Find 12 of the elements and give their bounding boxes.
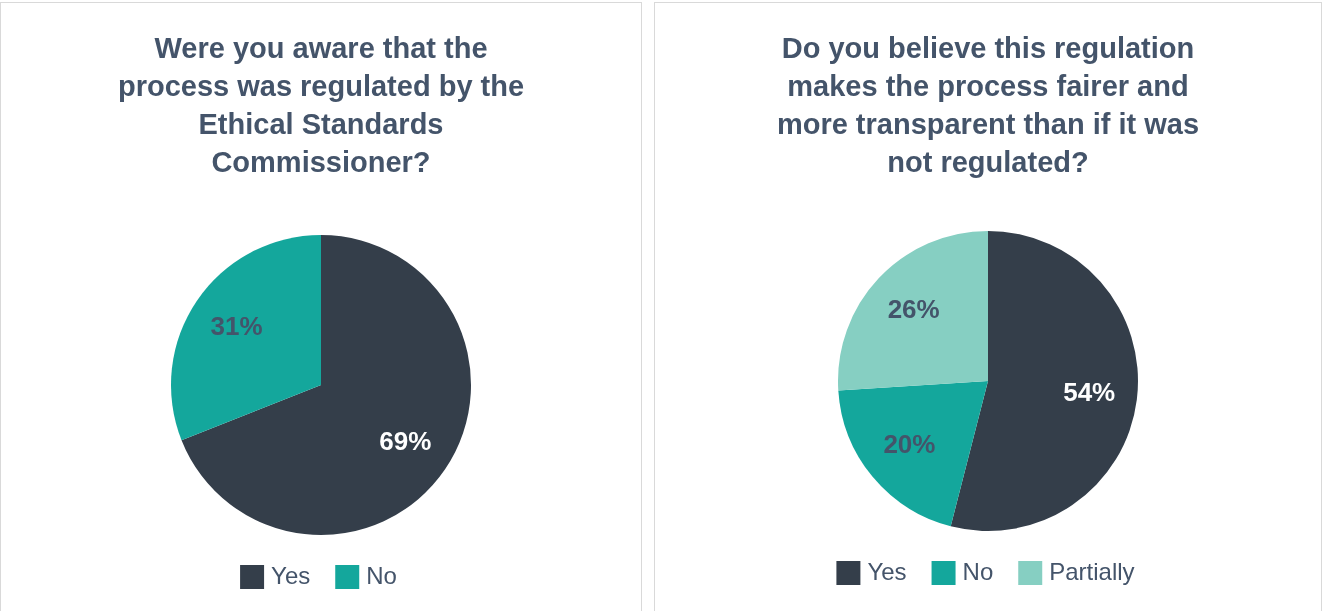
chart-title: Do you believe this regulation makes the process fairer and more transparent than if it was not regulated? — [775, 31, 1201, 180]
data-label: 31% — [210, 310, 263, 341]
legend-label: Yes — [867, 557, 907, 585]
legend-label: No — [962, 557, 994, 585]
data-label: 54% — [1063, 376, 1116, 407]
data-label: 26% — [887, 294, 940, 325]
chart-title: Were you aware that the process was regulated by the Ethical Standards Commissioner? — [116, 31, 526, 180]
data-label: 69% — [379, 425, 432, 456]
data-label: 20% — [883, 429, 936, 460]
legend-label: No — [366, 561, 397, 589]
legend-label: Partially — [1049, 557, 1135, 585]
legend-label: Yes — [271, 561, 311, 589]
